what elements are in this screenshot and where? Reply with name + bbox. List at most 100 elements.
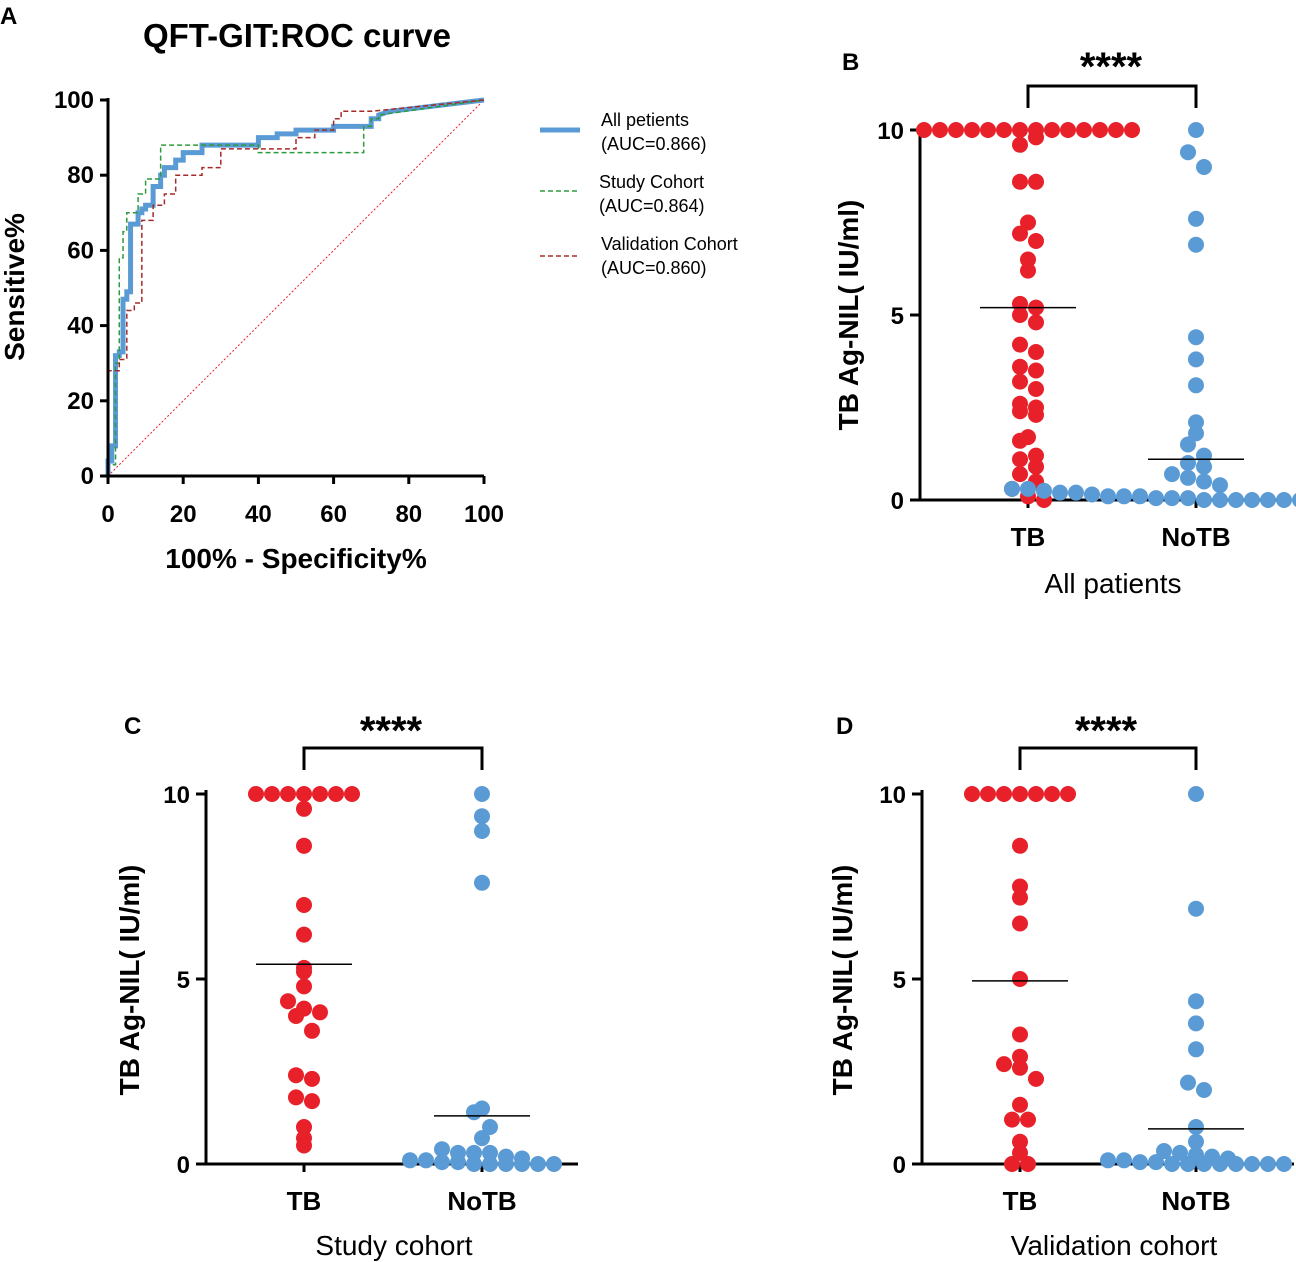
tb-data-point: [1060, 786, 1076, 802]
tb-data-point: [1012, 225, 1028, 242]
roc-y-axis-title: Sensitive%: [0, 213, 30, 361]
legend-auc-all: (AUC=0.866): [601, 134, 707, 154]
notb-data-point: [1180, 144, 1196, 161]
tb-data-point: [1012, 1144, 1028, 1161]
x-axis-title-all: All patients: [1045, 568, 1182, 599]
y-axis-title-study: TB Ag-NIL( IU/ml): [114, 865, 145, 1096]
notb-data-point: [1036, 482, 1052, 499]
tb-data-point: [328, 786, 344, 802]
tb-data-point: [1028, 344, 1044, 360]
notb-data-point: [1084, 486, 1100, 503]
tb-data-point: [1020, 262, 1036, 279]
tb-data-point: [296, 897, 312, 913]
notb-data-point: [1188, 351, 1204, 368]
notb-data-point: [1188, 1133, 1204, 1150]
category-label-tb-all: TB: [1011, 522, 1046, 552]
tb-data-point: [996, 122, 1012, 138]
notb-data-point: [482, 1144, 498, 1161]
notb-data-point: [1020, 480, 1036, 497]
notb-data-point: [1132, 1154, 1148, 1171]
roc-y-tick-label: 60: [67, 237, 94, 264]
tb-data-point: [264, 786, 280, 802]
y-axis-title-validation: TB Ag-NIL( IU/ml): [827, 865, 858, 1096]
roc-y-tick-label: 20: [67, 388, 94, 415]
tb-data-point: [1028, 314, 1044, 331]
significance-stars-validation: ****: [1075, 709, 1138, 753]
scatter-plot-area-study: 0 5 10: [163, 746, 578, 1179]
notb-data-point: [1188, 329, 1204, 346]
notb-data-point: [466, 1156, 482, 1172]
y-tick-label: 10: [877, 118, 904, 145]
y-axis-title-all: TB Ag-NIL( IU/ml): [833, 200, 864, 431]
tb-data-point: [1044, 122, 1060, 138]
notb-data-point: [530, 1156, 546, 1172]
y-tick-label: 10: [163, 782, 190, 809]
tb-data-point: [1012, 837, 1028, 854]
tb-data-point: [1004, 1156, 1020, 1172]
scatter-panel-validation: 0 5 10 TB Ag-NIL( IU/ml) TB NoTB Validatio…: [827, 709, 1294, 1261]
y-tick-label: 10: [879, 782, 906, 809]
tb-data-point: [1028, 362, 1044, 379]
notb-data-point: [1180, 1156, 1196, 1172]
notb-data-point: [1180, 1074, 1196, 1091]
tb-data-point: [1124, 122, 1140, 138]
notb-data-point: [1100, 488, 1116, 505]
tb-data-point: [304, 1093, 320, 1110]
notb-data-point: [1228, 492, 1244, 508]
roc-x-tick-label: 80: [395, 501, 422, 528]
tb-data-point: [1020, 214, 1036, 231]
tb-data-point: [1020, 1111, 1036, 1128]
tb-data-point: [1012, 1133, 1028, 1150]
notb-data-point: [1196, 458, 1212, 475]
scatter-panel-all-patients: 0 5 10 TB Ag-NIL( IU/ml) TB NoTB All patie…: [833, 45, 1296, 599]
roc-x-tick-label: 20: [170, 501, 197, 528]
x-axis-title-study: Study cohort: [315, 1230, 472, 1261]
category-label-notb-study: NoTB: [447, 1186, 516, 1216]
tb-data-point: [1012, 122, 1028, 138]
tb-data-point: [916, 122, 932, 138]
tb-data-point: [296, 837, 312, 854]
notb-data-point: [474, 874, 490, 891]
notb-data-point: [1188, 122, 1204, 138]
roc-x-axis-title: 100% - Specificity%: [165, 543, 427, 574]
category-label-tb-validation: TB: [1003, 1186, 1038, 1216]
tb-data-point: [1028, 233, 1044, 249]
tb-data-point: [1012, 373, 1028, 390]
tb-data-point: [1012, 336, 1028, 353]
category-label-notb-all: NoTB: [1161, 522, 1230, 552]
tb-data-point: [312, 1004, 328, 1021]
notb-data-point: [1188, 786, 1204, 802]
tb-data-point: [1044, 786, 1060, 802]
notb-data-point: [474, 823, 490, 839]
significance-stars-study: ****: [360, 709, 423, 753]
tb-data-point: [1012, 173, 1028, 190]
tb-data-point: [1092, 122, 1108, 138]
roc-y-tick-label: 40: [67, 313, 94, 340]
notb-data-point: [1100, 1152, 1116, 1169]
category-label-tb-study: TB: [287, 1186, 322, 1216]
notb-data-point: [402, 1152, 418, 1169]
notb-data-point: [1212, 492, 1228, 508]
y-tick-label: 0: [893, 1152, 906, 1179]
roc-series-study-cohort: [107, 99, 485, 476]
tb-data-point: [296, 978, 312, 995]
notb-data-point: [1212, 477, 1228, 494]
legend-auc-validation: (AUC=0.860): [601, 258, 707, 278]
tb-data-point: [1012, 466, 1028, 483]
tb-data-point: [1012, 307, 1028, 323]
notb-data-point: [1188, 1015, 1204, 1032]
notb-data-point: [474, 808, 490, 825]
notb-data-point: [1196, 473, 1212, 490]
tb-data-point: [304, 1022, 320, 1039]
notb-data-point: [1276, 1156, 1292, 1172]
tb-data-point: [1028, 1070, 1044, 1087]
scatter-plot-area-validation: 0 5 10: [879, 746, 1294, 1179]
tb-data-point: [1012, 432, 1028, 449]
y-tick-label: 0: [177, 1152, 190, 1179]
tb-data-point: [1012, 358, 1028, 375]
tb-data-point: [1108, 122, 1124, 138]
roc-plot-area: 0 20 40 60 80 100 0 20 40 60 80 100: [54, 87, 504, 528]
notb-data-point: [1188, 414, 1204, 431]
notb-data-point: [1180, 490, 1196, 507]
roc-series-validation-cohort: [107, 99, 485, 476]
